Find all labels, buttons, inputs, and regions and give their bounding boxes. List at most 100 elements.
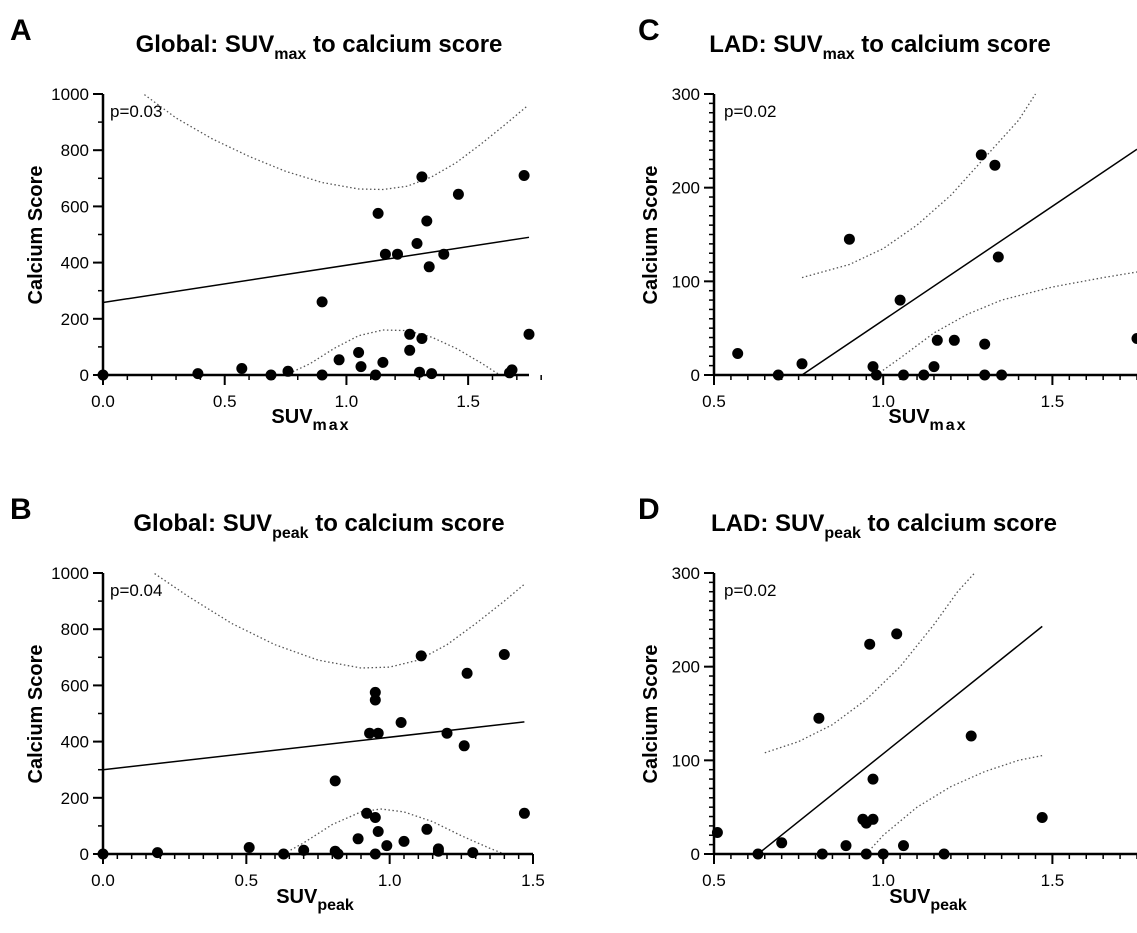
x-tick-label: 1.5 [1041, 392, 1065, 411]
y-axis-label-d: Calcium Score [640, 645, 662, 784]
data-point [894, 294, 906, 306]
data-point [796, 358, 808, 370]
x-tick-label: 1.0 [871, 392, 895, 411]
data-point [979, 369, 991, 381]
data-point [398, 835, 410, 847]
y-tick-label: 0 [80, 845, 89, 864]
panel-letter-c: C [638, 14, 660, 47]
x-tick-label: 0.0 [91, 871, 115, 890]
data-point [381, 840, 393, 852]
y-tick-label: 400 [61, 733, 89, 752]
data-point [813, 712, 825, 724]
data-point [461, 667, 473, 679]
data-point [379, 248, 391, 260]
x-tick-label: 1.5 [456, 392, 480, 411]
data-point [414, 366, 425, 378]
y-tick-label: 300 [672, 564, 700, 583]
fit-line-a [102, 236, 530, 304]
data-point [467, 847, 479, 859]
y-tick-label: 600 [61, 676, 89, 695]
data-point [421, 215, 433, 227]
y-tick-label: 0 [691, 366, 700, 385]
plot-area-b: 0.0 0.5 1.0 1.5 0 200 400 600 800 1000 [51, 564, 545, 890]
y-tick-label: 0 [691, 845, 700, 864]
data-point [1036, 812, 1048, 823]
plot-area-a: 0.0 0.5 1.0 1.5 0 200 400 600 800 1000 [51, 85, 542, 411]
y-tick-label: 1000 [51, 85, 89, 104]
data-point [860, 848, 872, 860]
data-point [278, 848, 290, 860]
fit-line-d [757, 625, 1043, 855]
data-point [416, 171, 428, 183]
data-point [1131, 333, 1137, 344]
data-point [752, 848, 764, 860]
x-tick-label: 1.0 [871, 871, 895, 890]
data-point [989, 159, 1001, 171]
data-point [369, 686, 381, 698]
plot-area-c: 0.5 1.0 1.5 0 100 200 300 [672, 85, 1137, 411]
data-point [265, 369, 277, 381]
data-point [353, 347, 365, 358]
data-point [298, 844, 310, 856]
data-point [931, 334, 943, 346]
data-point [452, 188, 464, 200]
panel-b: B Global: SUVpeak to calcium score Calci… [10, 493, 545, 914]
data-point [395, 717, 407, 728]
p-value-c: p=0.02 [724, 102, 776, 121]
x-axis-label-d: SUVpeak [889, 886, 967, 914]
chart-title-a: Global: SUVmax to calcium score [136, 31, 503, 63]
data-point [370, 369, 382, 381]
data-point [938, 848, 950, 860]
data-point [867, 813, 879, 825]
data-point [411, 238, 423, 249]
data-point [329, 775, 341, 787]
y-tick-label: 200 [61, 310, 89, 329]
ci-lower-b [283, 808, 505, 855]
ci-lower-a [285, 329, 501, 376]
data-point [891, 628, 903, 640]
fit-line-c [801, 148, 1137, 376]
data-point [441, 727, 453, 739]
x-axis-label-b: SUVpeak [276, 886, 354, 914]
chart-title-c: LAD: SUVmax to calcium score [709, 31, 1050, 63]
chart-title-d: LAD: SUVpeak to calcium score [711, 510, 1057, 542]
y-tick-label: 100 [672, 272, 700, 291]
data-point [243, 842, 255, 853]
panel-letter-d: D [638, 493, 660, 526]
x-tick-label: 0.5 [702, 871, 726, 890]
data-point [518, 807, 530, 819]
data-point [928, 361, 940, 373]
x-tick-label: 0.5 [702, 392, 726, 411]
data-point [965, 730, 977, 742]
data-point [332, 848, 344, 860]
data-point [316, 369, 328, 381]
p-value-b: p=0.04 [110, 581, 162, 600]
data-point [316, 296, 328, 308]
data-point [438, 248, 450, 260]
data-point [369, 848, 381, 860]
data-point [711, 827, 723, 838]
x-tick-label: 1.5 [521, 871, 545, 890]
data-point [506, 364, 518, 376]
ci-upper-b [154, 573, 525, 669]
panel-letter-b: B [10, 493, 32, 526]
ci-upper-d [764, 572, 976, 754]
chart-title-b: Global: SUVpeak to calcium score [133, 510, 504, 542]
x-tick-label: 1.0 [378, 871, 402, 890]
data-point [361, 807, 373, 819]
p-value-a: p=0.03 [110, 102, 162, 121]
data-point [870, 369, 882, 381]
panel-letter-a: A [10, 14, 32, 47]
data-point [192, 368, 204, 380]
y-tick-label: 0 [80, 366, 89, 385]
panel-c: C LAD: SUVmax to calcium score Calcium S… [638, 14, 1137, 434]
data-point [523, 328, 535, 340]
y-tick-label: 800 [61, 620, 89, 639]
data-point [996, 369, 1008, 381]
fit-line-b [102, 721, 525, 771]
data-point [816, 848, 828, 860]
data-point [979, 338, 991, 350]
data-point [372, 826, 384, 837]
data-point [877, 848, 889, 860]
x-tick-label: 1.5 [1041, 871, 1065, 890]
